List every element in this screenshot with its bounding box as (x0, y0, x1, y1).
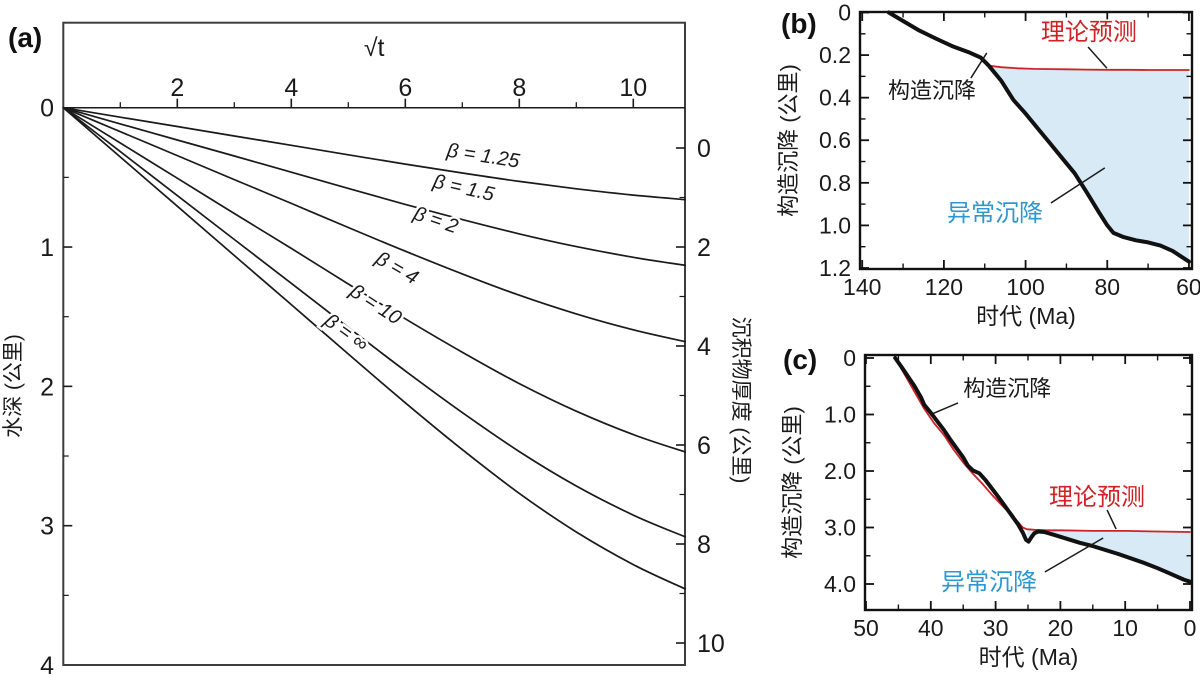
anomalous-subsidence-fill (988, 65, 1189, 262)
y-tick-label: 0.2 (819, 42, 851, 68)
left-axis-title: 水深 (公里) (2, 334, 25, 438)
anomalous-subsidence-fill (1026, 529, 1190, 582)
x-tick-label: 40 (918, 615, 944, 641)
x-tick-label: 10 (1112, 615, 1138, 641)
x-tick-label: 10 (619, 74, 647, 102)
x-tick-label: 80 (1094, 274, 1120, 300)
x-tick-label: 100 (1006, 274, 1044, 300)
curve-β=2 (62, 106, 687, 343)
x-tick-label: 2 (170, 74, 184, 102)
x-tick-label: 4 (284, 74, 298, 102)
curve-β=4 (62, 106, 687, 453)
plot-box (62, 21, 687, 666)
x-tick-label: 8 (512, 74, 526, 102)
x-tick-label: 30 (983, 615, 1009, 641)
annotation-异常沉降: 异常沉降 (941, 569, 1037, 596)
left-tick-label: 4 (40, 652, 54, 680)
y-tick-label: 1.0 (819, 212, 851, 238)
y-tick-label: 1.0 (824, 402, 856, 428)
annotation-构造沉降: 构造沉降 (888, 78, 976, 103)
annotation-异常沉降: 异常沉降 (947, 200, 1043, 227)
x-tick-label: 0 (1184, 615, 1197, 641)
x-axis-title: √t (364, 34, 385, 62)
left-tick-label: 3 (40, 513, 54, 541)
x-tick-label: 140 (843, 274, 881, 300)
curve-β=1.25 (62, 106, 687, 201)
annotation-理论预测: 理论预测 (1041, 19, 1137, 46)
curve-β=1.5 (62, 106, 687, 267)
x-axis-title: 时代 (Ma) (976, 303, 1076, 329)
x-tick-label: 6 (398, 74, 412, 102)
annotation-pointer (1050, 167, 1106, 204)
right-tick-label: 4 (697, 333, 711, 361)
y-tick-label: 4.0 (824, 571, 856, 597)
tectonic-subsidence-curve (893, 356, 1192, 584)
annotation-理论预测: 理论预测 (1049, 484, 1145, 511)
left-tick-label: 2 (40, 373, 54, 401)
annotation-pointer (931, 402, 959, 415)
y-tick-label: 3.0 (824, 515, 856, 541)
annotation-pointer (1087, 46, 1108, 69)
right-tick-label: 10 (697, 630, 725, 658)
curve-β=10 (62, 106, 687, 538)
right-axis-title: 沉积物厚度 (公里) (729, 317, 752, 484)
y-tick-label: 0.4 (819, 85, 851, 111)
theoretical-curve (987, 64, 1190, 71)
y-tick-label: 2.0 (824, 458, 856, 484)
left-tick-label: 1 (40, 234, 54, 262)
tectonic-subsidence-curve (886, 10, 1191, 264)
right-tick-label: 2 (697, 234, 711, 262)
right-tick-label: 8 (697, 531, 711, 559)
annotation-pointer (1044, 537, 1104, 573)
annotation-pointer (1106, 509, 1117, 530)
x-tick-label: 60 (1176, 274, 1200, 300)
y-tick-label: 1.2 (819, 255, 851, 281)
right-tick-label: 0 (697, 135, 711, 163)
y-tick-label: 0.6 (819, 127, 851, 153)
annotation-pointer (970, 52, 988, 79)
curve-β=∞ (62, 106, 687, 590)
panel-b-label: (b) (781, 8, 817, 39)
x-tick-label: 20 (1048, 615, 1074, 641)
y-tick-label: 0 (843, 345, 856, 371)
right-tick-label: 6 (697, 432, 711, 460)
y-axis-title: 构造沉降 (公里) (780, 406, 805, 559)
y-tick-label: 0.8 (819, 170, 851, 196)
y-axis-title: 构造沉降 (公里) (776, 64, 801, 217)
x-tick-label: 120 (925, 274, 963, 300)
x-tick-label: 50 (853, 615, 879, 641)
panel-a-label: (a) (8, 22, 43, 53)
panel-c-label: (c) (783, 344, 818, 375)
left-tick-label: 0 (40, 95, 54, 123)
x-axis-title: 时代 (Ma) (979, 644, 1079, 670)
annotation-构造沉降: 构造沉降 (963, 376, 1051, 401)
y-tick-label: 0 (838, 0, 851, 26)
